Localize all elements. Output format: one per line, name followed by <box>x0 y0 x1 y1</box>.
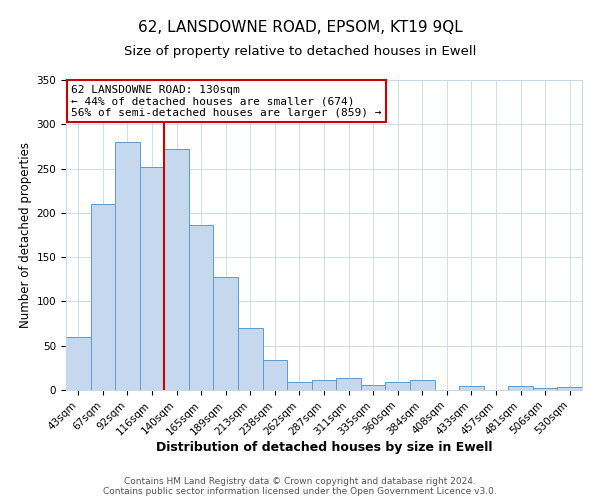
Bar <box>214 276 238 390</box>
Bar <box>312 380 336 390</box>
Bar <box>238 328 263 390</box>
Bar <box>508 386 533 390</box>
Text: 62, LANSDOWNE ROAD, EPSOM, KT19 9QL: 62, LANSDOWNE ROAD, EPSOM, KT19 9QL <box>137 20 463 35</box>
Bar <box>385 382 410 390</box>
Bar <box>140 167 164 390</box>
Text: Contains public sector information licensed under the Open Government Licence v3: Contains public sector information licen… <box>103 488 497 496</box>
Bar <box>336 378 361 390</box>
Bar <box>557 388 582 390</box>
Bar <box>91 204 115 390</box>
Y-axis label: Number of detached properties: Number of detached properties <box>19 142 32 328</box>
X-axis label: Distribution of detached houses by size in Ewell: Distribution of detached houses by size … <box>156 440 492 454</box>
Bar <box>287 382 312 390</box>
Bar <box>66 337 91 390</box>
Bar <box>115 142 140 390</box>
Bar <box>459 386 484 390</box>
Text: 62 LANSDOWNE ROAD: 130sqm
← 44% of detached houses are smaller (674)
56% of semi: 62 LANSDOWNE ROAD: 130sqm ← 44% of detac… <box>71 84 382 118</box>
Bar <box>189 226 214 390</box>
Bar <box>533 388 557 390</box>
Text: Size of property relative to detached houses in Ewell: Size of property relative to detached ho… <box>124 45 476 58</box>
Text: Contains HM Land Registry data © Crown copyright and database right 2024.: Contains HM Land Registry data © Crown c… <box>124 478 476 486</box>
Bar <box>164 149 189 390</box>
Bar <box>410 380 434 390</box>
Bar <box>263 360 287 390</box>
Bar <box>361 384 385 390</box>
